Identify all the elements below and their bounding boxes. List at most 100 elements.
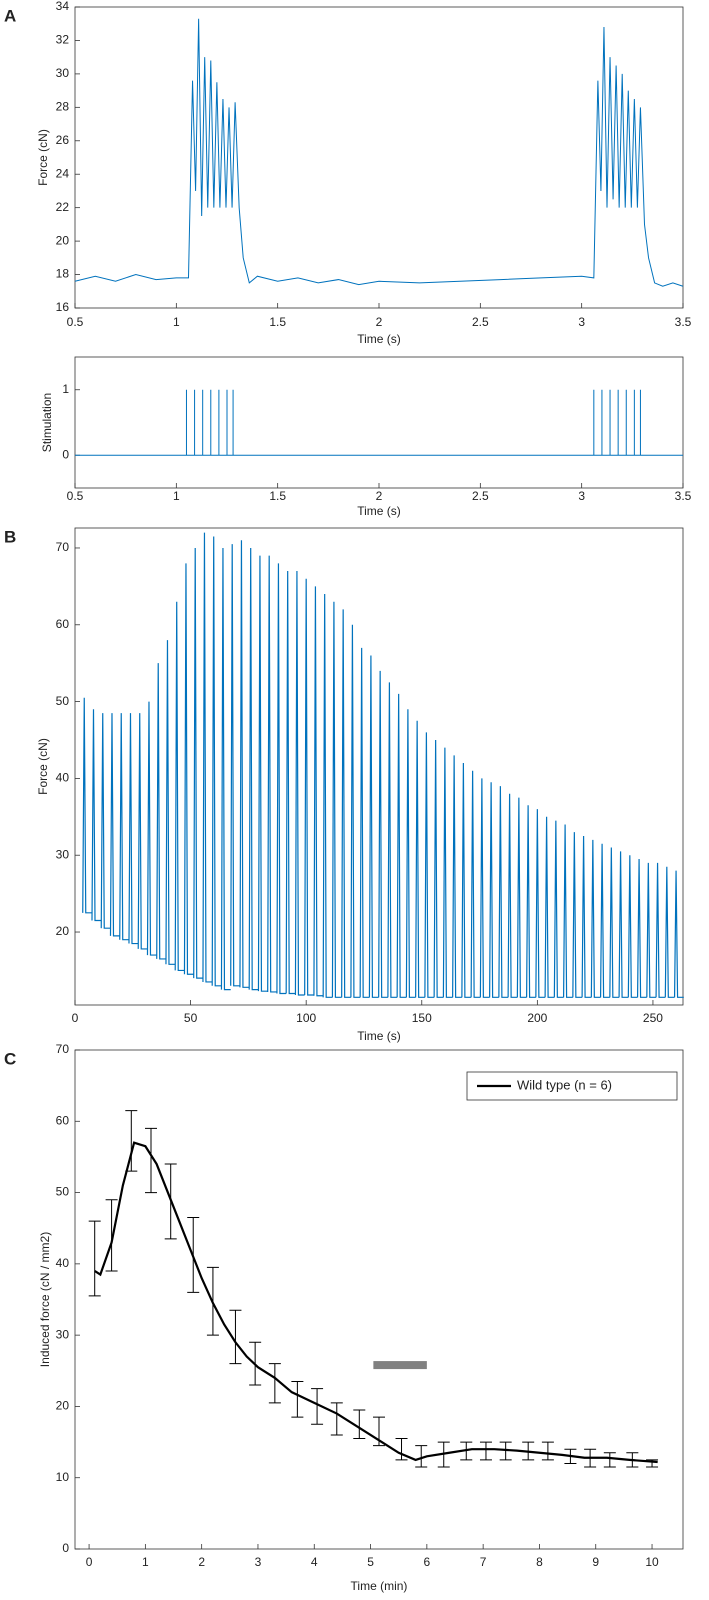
error-bar (125, 1110, 138, 1172)
y-tick-label: 30 (56, 66, 70, 80)
y-tick-label: 28 (56, 100, 70, 114)
force-spike (248, 547, 259, 991)
force-spike (257, 555, 268, 992)
x-tick-label: 100 (296, 1011, 316, 1025)
force-spike (202, 532, 213, 983)
error-bar (164, 1163, 177, 1240)
x-tick-label: 2 (376, 489, 383, 503)
error-bar (479, 1441, 492, 1461)
force-spike (526, 805, 536, 998)
error-bar (460, 1441, 473, 1461)
force-spike (220, 547, 231, 991)
force-spike (304, 578, 314, 996)
force-spike (655, 862, 666, 998)
y-tick-label: 1 (62, 382, 69, 396)
error-bar (330, 1402, 343, 1436)
x-tick-label: 3 (255, 1555, 262, 1569)
y-tick-label: 50 (56, 694, 70, 708)
x-tick-label: 8 (536, 1555, 543, 1569)
error-bar (541, 1441, 554, 1461)
force-spike (562, 824, 573, 998)
x-tick-label: 3 (578, 315, 585, 329)
force-spike (664, 866, 675, 998)
error-bar (145, 1127, 157, 1194)
x-tick-label: 0.5 (67, 315, 84, 329)
x-tick-label: 1 (173, 315, 180, 329)
force-spike (359, 647, 370, 998)
force-spike (442, 747, 453, 998)
highlight-bar (373, 1361, 427, 1370)
x-tick-label: 10 (645, 1555, 659, 1569)
x-tick-label: 0.5 (67, 489, 84, 503)
force-spike (433, 739, 444, 998)
y-tick-label: 50 (56, 1185, 70, 1199)
y-tick-label: 30 (56, 847, 70, 861)
error-bar (353, 1409, 366, 1440)
x-tick-label: 5 (367, 1555, 374, 1569)
error-bar (522, 1441, 535, 1461)
force-spike (424, 732, 435, 998)
force-spike (230, 544, 240, 987)
force-spike (479, 778, 490, 998)
x-axis-label: Time (min) (351, 1579, 408, 1593)
x-tick-label: 1.5 (269, 315, 286, 329)
force-spike (211, 536, 222, 987)
error-bar (584, 1448, 597, 1468)
force-spike (387, 682, 398, 998)
y-tick-label: 60 (56, 617, 70, 631)
error-bar (395, 1438, 408, 1461)
y-axis-label: Induced force (cN / mm2) (38, 1232, 52, 1367)
force-spike (183, 563, 194, 975)
y-tick-label: 16 (56, 300, 70, 314)
force-spike (137, 713, 148, 950)
y-tick-label: 20 (56, 924, 70, 938)
y-tick-label: 40 (56, 1256, 70, 1270)
force-spike (396, 693, 407, 998)
panel-label: B (4, 527, 16, 546)
force-spike (341, 609, 351, 998)
x-tick-label: 1 (142, 1555, 149, 1569)
force-spike (100, 713, 111, 929)
y-tick-label: 18 (56, 267, 70, 281)
force-spike (618, 851, 629, 998)
force-spike (91, 709, 102, 922)
x-tick-label: 3.5 (675, 315, 692, 329)
force-spike (276, 563, 287, 995)
y-tick-label: 70 (56, 540, 70, 554)
force-spike (128, 713, 139, 945)
y-tick-label: 10 (56, 1470, 70, 1484)
error-bar (437, 1441, 450, 1468)
force-spike (489, 782, 499, 998)
error-bar (229, 1309, 242, 1365)
error-bar (499, 1441, 512, 1461)
y-tick-label: 30 (56, 1327, 70, 1341)
y-tick-label: 20 (56, 233, 70, 247)
force-spike (415, 720, 425, 998)
force-spike (174, 601, 185, 972)
force-spike (599, 843, 610, 998)
force-spike (452, 755, 462, 998)
error-bar (291, 1380, 304, 1418)
x-tick-label: 2 (376, 315, 383, 329)
force-spike (267, 555, 277, 993)
force-spike (461, 763, 472, 998)
force-spike (535, 809, 546, 998)
force-spike (673, 870, 684, 998)
x-tick-label: 7 (480, 1555, 487, 1569)
force-spike (581, 836, 592, 998)
x-tick-label: 250 (643, 1011, 663, 1025)
legend-label: Wild type (n = 6) (517, 1077, 612, 1092)
error-bar (311, 1388, 324, 1425)
y-tick-label: 32 (56, 33, 70, 47)
x-tick-label: 150 (412, 1011, 432, 1025)
plot-frame (74, 356, 684, 489)
force-spike (193, 547, 203, 979)
force-spike (516, 797, 527, 998)
y-tick-label: 0 (62, 447, 69, 461)
x-tick-label: 4 (311, 1555, 318, 1569)
y-axis-label: Force (cN) (36, 129, 50, 186)
error-bar (564, 1448, 577, 1464)
x-tick-label: 2.5 (472, 489, 489, 503)
force-spike (119, 713, 129, 941)
